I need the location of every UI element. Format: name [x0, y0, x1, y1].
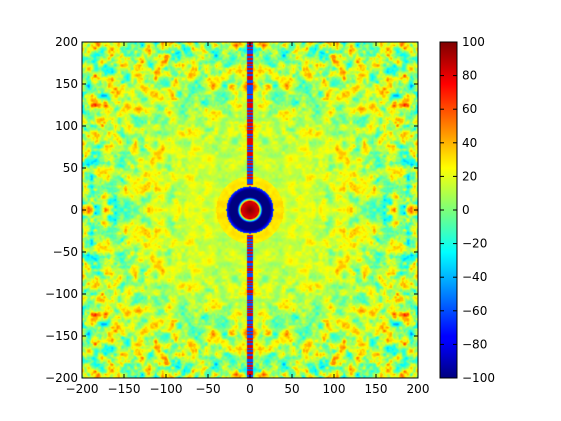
colorbar-tick-label: 100 [462, 35, 485, 49]
y-tick-label: −200 [45, 371, 78, 385]
y-tick-label: 50 [63, 161, 78, 175]
colorbar-ticks: −100 −80 −60 −40 −20 0 20 40 60 80 100 [440, 35, 495, 385]
y-tick-label: −50 [53, 245, 78, 259]
x-tick-label: −150 [108, 382, 141, 396]
y-tick-label: −100 [45, 287, 78, 301]
y-tick-label: 200 [55, 35, 78, 49]
y-tick-label: 100 [55, 119, 78, 133]
colorbar-tick-label: −80 [462, 337, 487, 351]
colorbar-tick-label: −60 [462, 304, 487, 318]
colorbar-tick-label: 80 [462, 69, 477, 83]
x-tick-label: 0 [246, 382, 254, 396]
heatmap-canvas [82, 42, 418, 378]
x-tick-label: 200 [407, 382, 430, 396]
colorbar-tick-label: 40 [462, 136, 477, 150]
x-tick-label: −100 [150, 382, 183, 396]
y-tick-label: 150 [55, 77, 78, 91]
x-tick-label: −200 [66, 382, 99, 396]
colorbar [440, 42, 457, 378]
heatmap-container [82, 42, 418, 378]
axis-ticks: −200 −150 −100 −50 0 50 100 150 200−200−150−100−… [45, 35, 429, 396]
x-tick-label: 50 [284, 382, 299, 396]
x-tick-label: 150 [365, 382, 388, 396]
colorbar-tick-label: −100 [462, 371, 495, 385]
colorbar-tick-label: −20 [462, 237, 487, 251]
colorbar-tick-label: 0 [462, 203, 470, 217]
colorbar-tick-label: 60 [462, 102, 477, 116]
x-tick-label: 100 [323, 382, 346, 396]
x-tick-label: −50 [195, 382, 220, 396]
y-tick-label: −150 [45, 329, 78, 343]
y-tick-label: 0 [70, 203, 78, 217]
colorbar-tick-label: 20 [462, 169, 477, 183]
colorbar-tick-label: −40 [462, 270, 487, 284]
